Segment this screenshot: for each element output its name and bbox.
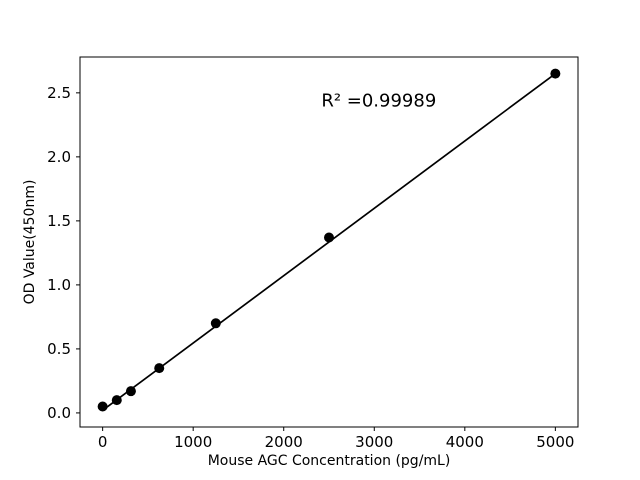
x-tick-label: 0: [98, 433, 108, 451]
y-tick-label: 0.5: [47, 340, 71, 358]
data-point: [111, 395, 122, 406]
data-point: [324, 232, 334, 243]
data-point: [125, 386, 136, 397]
r-squared-annotation: R² =0.99989: [321, 90, 437, 112]
data-point: [154, 363, 165, 374]
x-tick-label: 2000: [265, 433, 303, 451]
x-tick-label: 5000: [536, 433, 574, 451]
y-tick-label: 2.0: [47, 148, 71, 166]
y-axis-label: OD Value(450nm): [22, 179, 38, 305]
data-point: [97, 401, 108, 412]
x-tick-label: 4000: [446, 433, 484, 451]
y-tick-label: 2.5: [47, 84, 71, 102]
y-tick-label: 1.5: [47, 212, 71, 230]
plot-frame: [79, 56, 579, 428]
x-tick-label: 3000: [355, 433, 393, 451]
x-tick-label: 1000: [174, 433, 212, 451]
data-point: [550, 68, 561, 79]
data-point: [210, 318, 221, 329]
y-tick-label: 1.0: [47, 276, 71, 294]
x-axis-label: Mouse AGC Concentration (pg/mL): [207, 453, 451, 469]
y-tick-label: 0.0: [47, 404, 71, 422]
